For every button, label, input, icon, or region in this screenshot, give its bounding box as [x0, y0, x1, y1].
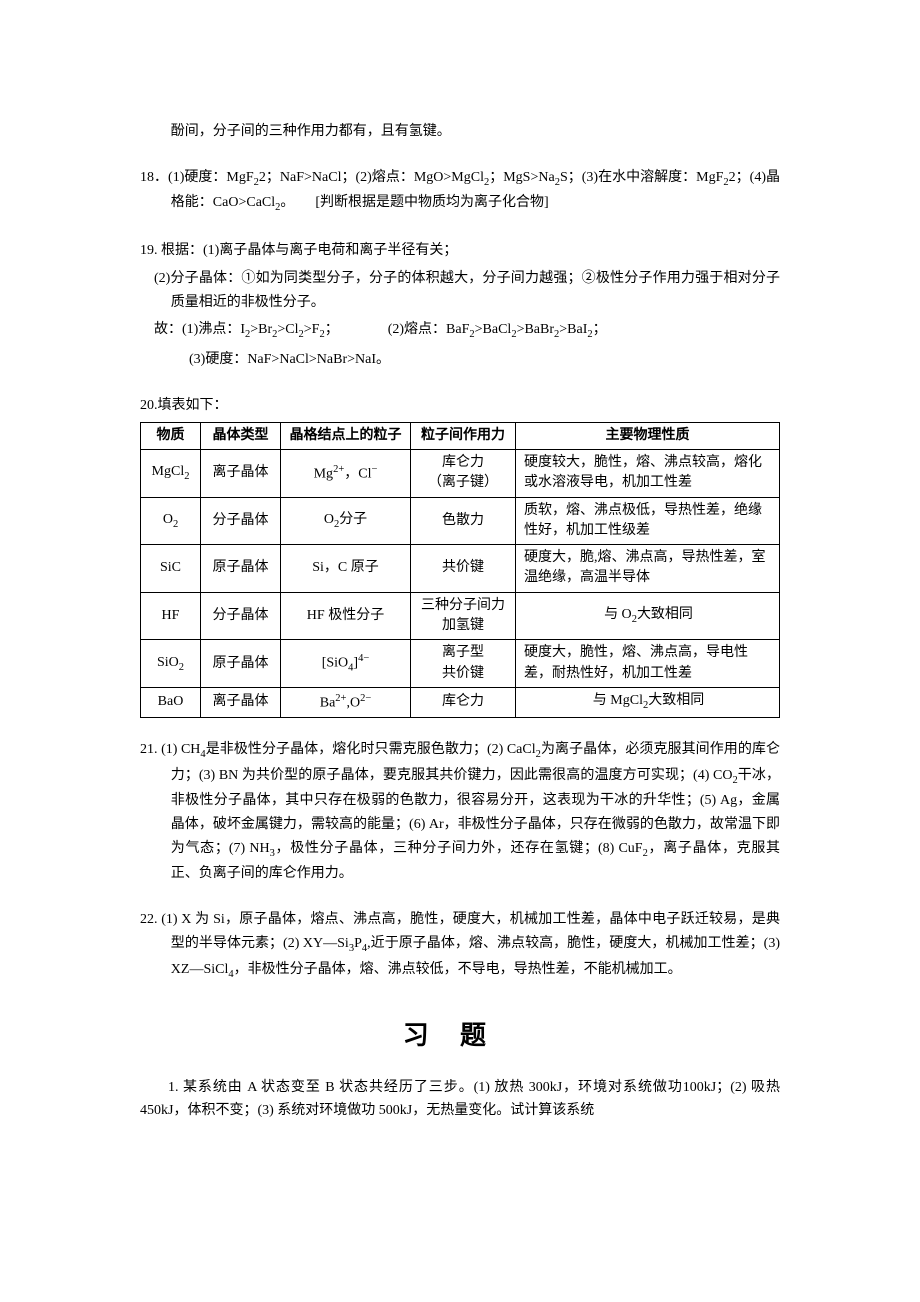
table-cell: 三种分子间力加氢键 — [411, 592, 516, 640]
table-cell: 离子晶体 — [201, 687, 281, 717]
table-cell: HF — [141, 592, 201, 640]
section-title: 习题 — [140, 1013, 780, 1057]
answer-17-fragment: 酚间，分子间的三种作用力都有，且有氢键。 — [140, 120, 780, 144]
table-cell: 色散力 — [411, 497, 516, 545]
th-force: 粒子间作用力 — [411, 422, 516, 449]
table-cell: MgCl2 — [141, 450, 201, 498]
answer-20-intro: 20.填表如下： — [140, 394, 780, 418]
table-cell: 分子晶体 — [201, 592, 281, 640]
answer-19-line3: 故：(1)沸点：I2>Br2>Cl2>F2； (2)熔点：BaF2>BaCl2>… — [140, 318, 780, 344]
table-cell: 质软，熔、沸点极低，导热性差，绝缘性好，机加工性级差 — [516, 497, 780, 545]
answer-19: 19. 根据：(1)离子晶体与离子电荷和离子半径有关； (2)分子晶体：①如为同… — [140, 239, 780, 372]
table-cell: SiO2 — [141, 640, 201, 688]
page-container: 酚间，分子间的三种作用力都有，且有氢键。 18．(1)硬度：MgF22；NaF>… — [0, 0, 920, 1302]
table-cell: 硬度大，脆,熔、沸点高，导热性差，室温绝缘，高温半导体 — [516, 545, 780, 593]
exercise-1: 1. 某系统由 A 状态变至 B 状态共经历了三步。(1) 放热 300kJ，环… — [140, 1076, 780, 1124]
answer-22: 22. (1) X 为 Si，原子晶体，熔点、沸点高，脆性，硬度大，机械加工性差… — [140, 908, 780, 983]
answer-21: 21. (1) CH4是非极性分子晶体，熔化时只需克服色散力；(2) CaCl2… — [140, 738, 780, 886]
th-properties: 主要物理性质 — [516, 422, 780, 449]
table-row: MgCl2离子晶体Mg2+，Cl−库仑力（离子键）硬度较大，脆性，熔、沸点较高，… — [141, 450, 780, 498]
table-cell: BaO — [141, 687, 201, 717]
th-substance: 物质 — [141, 422, 201, 449]
table-row: SiC原子晶体Si，C 原子共价键硬度大，脆,熔、沸点高，导热性差，室温绝缘，高… — [141, 545, 780, 593]
answer-19-line1: 19. 根据：(1)离子晶体与离子电荷和离子半径有关； — [140, 239, 780, 263]
table-cell: 原子晶体 — [201, 640, 281, 688]
table-header-row: 物质 晶体类型 晶格结点上的粒子 粒子间作用力 主要物理性质 — [141, 422, 780, 449]
table-row: O2分子晶体O2分子色散力质软，熔、沸点极低，导热性差，绝缘性好，机加工性级差 — [141, 497, 780, 545]
table-cell: Ba2+,O2− — [281, 687, 411, 717]
table-cell: 库仑力（离子键） — [411, 450, 516, 498]
table-cell: 原子晶体 — [201, 545, 281, 593]
table-cell: 与 O2大致相同 — [516, 592, 780, 640]
crystal-table: 物质 晶体类型 晶格结点上的粒子 粒子间作用力 主要物理性质 MgCl2离子晶体… — [140, 422, 780, 718]
th-type: 晶体类型 — [201, 422, 281, 449]
table-cell: 硬度大，脆性，熔、沸点高，导电性差，耐热性好，机加工性差 — [516, 640, 780, 688]
answer-19-line2: (2)分子晶体：①如为同类型分子，分子的体积越大，分子间力越强；②极性分子作用力… — [154, 267, 780, 315]
table-cell: O2分子 — [281, 497, 411, 545]
answer-18: 18．(1)硬度：MgF22；NaF>NaCl；(2)熔点：MgO>MgCl2；… — [140, 166, 780, 217]
th-particles: 晶格结点上的粒子 — [281, 422, 411, 449]
table-cell: 离子晶体 — [201, 450, 281, 498]
table-row: HF分子晶体HF 极性分子三种分子间力加氢键与 O2大致相同 — [141, 592, 780, 640]
table-cell: SiC — [141, 545, 201, 593]
table-cell: Si，C 原子 — [281, 545, 411, 593]
table-row: SiO2原子晶体[SiO4]4−离子型共价键硬度大，脆性，熔、沸点高，导电性差，… — [141, 640, 780, 688]
table-cell: 与 MgCl2大致相同 — [516, 687, 780, 717]
table-cell: [SiO4]4− — [281, 640, 411, 688]
table-cell: 硬度较大，脆性，熔、沸点较高，熔化或水溶液导电，机加工性差 — [516, 450, 780, 498]
table-cell: 库仑力 — [411, 687, 516, 717]
table-cell: Mg2+，Cl− — [281, 450, 411, 498]
table-row: BaO离子晶体Ba2+,O2−库仑力与 MgCl2大致相同 — [141, 687, 780, 717]
answer-19-line4: (3)硬度：NaF>NaCl>NaBr>NaI。 — [140, 348, 780, 372]
table-body: MgCl2离子晶体Mg2+，Cl−库仑力（离子键）硬度较大，脆性，熔、沸点较高，… — [141, 450, 780, 718]
table-cell: 分子晶体 — [201, 497, 281, 545]
table-cell: 共价键 — [411, 545, 516, 593]
table-cell: 离子型共价键 — [411, 640, 516, 688]
table-cell: HF 极性分子 — [281, 592, 411, 640]
table-cell: O2 — [141, 497, 201, 545]
